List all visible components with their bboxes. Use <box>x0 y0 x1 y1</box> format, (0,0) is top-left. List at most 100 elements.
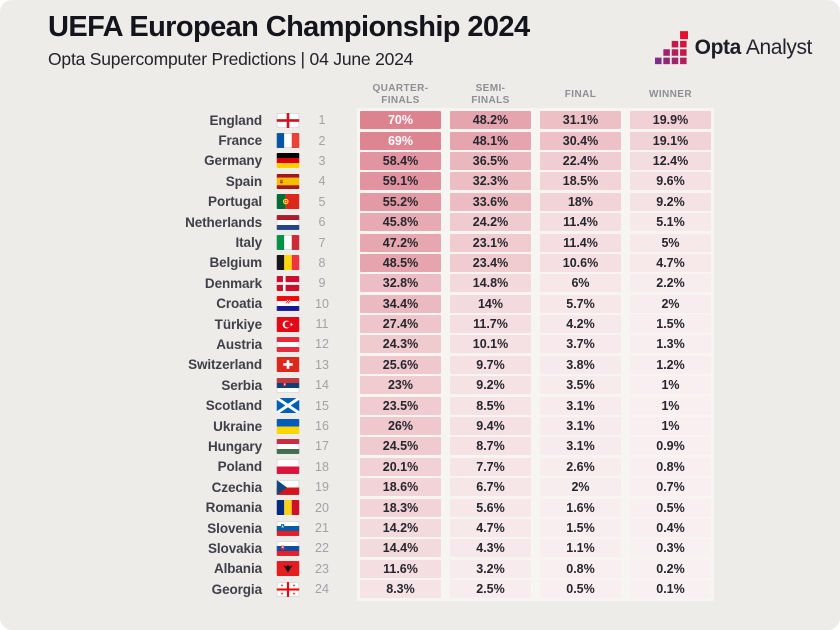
winner-cell: 0.4% <box>630 519 711 537</box>
team-rank: 22 <box>315 541 329 556</box>
semi-finals-cell: 14.8% <box>450 274 531 293</box>
quarter-finals-cell: 24.5% <box>360 437 441 456</box>
opta-analyst-logo: Opta Analyst <box>654 31 812 65</box>
quarter-finals-cell: 23% <box>360 376 441 395</box>
flag-icon-germany <box>276 153 300 169</box>
final-cell: 0.5% <box>540 580 621 599</box>
winner-cell: 0.9% <box>630 437 711 456</box>
table-row: Czechia 19 18.6% 6.7% 2% 0.7% <box>0 477 840 497</box>
page-subtitle: Opta Supercomputer Predictions | 04 June… <box>48 49 414 70</box>
table-row: Germany 3 58.4% 36.5% 22.4% 12.4% <box>0 151 840 171</box>
team-rank: 5 <box>318 194 326 209</box>
final-cell: 18% <box>540 192 621 211</box>
semi-finals-cell: 48.2% <box>450 111 531 130</box>
semi-finals-cell: 9.7% <box>450 355 531 374</box>
flag-icon-slovakia <box>276 540 300 556</box>
quarter-finals-cell: 14.2% <box>360 519 441 537</box>
semi-finals-cell: 4.7% <box>450 519 531 537</box>
final-cell: 3.1% <box>540 437 621 456</box>
team-name: Croatia <box>216 296 262 312</box>
semi-finals-cell: 6.7% <box>450 478 531 497</box>
table-row: Switzerland 13 25.6% 9.7% 3.8% 1.2% <box>0 355 840 375</box>
flag-icon-italy <box>276 235 300 251</box>
final-cell: 3.7% <box>540 335 621 354</box>
table-row: Romania 20 18.3% 5.6% 1.6% 0.5% <box>0 497 840 517</box>
flag-icon-serbia <box>276 377 300 393</box>
column-header-quarter-finals: QUARTER- FINALS <box>372 83 429 106</box>
team-name: Italy <box>235 235 262 251</box>
team-name: Hungary <box>207 438 262 454</box>
quarter-finals-cell: 48.5% <box>360 253 441 272</box>
final-cell: 5.7% <box>540 294 621 313</box>
team-name: Czechia <box>211 479 262 495</box>
winner-cell: 4.7% <box>630 253 711 272</box>
flag-icon-romania <box>276 500 300 516</box>
team-rank: 6 <box>318 215 326 230</box>
team-rank: 10 <box>315 296 329 311</box>
final-cell: 1.5% <box>540 519 621 537</box>
quarter-finals-cell: 58.4% <box>360 151 441 170</box>
table-row: Türkiye 11 27.4% 11.7% 4.2% 1.5% <box>0 314 840 334</box>
flag-icon-denmark <box>276 275 300 291</box>
final-cell: 3.5% <box>540 376 621 395</box>
winner-cell: 0.8% <box>630 457 711 476</box>
semi-finals-cell: 11.7% <box>450 315 531 334</box>
final-cell: 18.5% <box>540 172 621 191</box>
flag-icon-netherlands <box>276 214 300 230</box>
winner-cell: 5% <box>630 233 711 252</box>
winner-cell: 1.3% <box>630 335 711 354</box>
predictions-table: QUARTER- FINALS SEMI- FINALS FINAL WINNE… <box>0 82 840 602</box>
semi-finals-cell: 8.5% <box>450 396 531 415</box>
final-cell: 31.1% <box>540 111 621 130</box>
winner-cell: 1% <box>630 396 711 415</box>
final-cell: 3.1% <box>540 417 621 436</box>
column-header-winner: WINNER <box>649 89 692 100</box>
semi-finals-cell: 33.6% <box>450 192 531 211</box>
semi-finals-cell: 23.4% <box>450 253 531 272</box>
table-row: Netherlands 6 45.8% 24.2% 11.4% 5.1% <box>0 212 840 232</box>
final-cell: 6% <box>540 274 621 293</box>
team-name: Netherlands <box>185 214 262 230</box>
flag-icon-slovenia <box>276 520 300 536</box>
quarter-finals-cell: 32.8% <box>360 274 441 293</box>
logo-text-opta: Opta <box>694 36 742 59</box>
page-title: UEFA European Championship 2024 <box>48 11 530 43</box>
winner-cell: 1.2% <box>630 355 711 374</box>
winner-cell: 9.6% <box>630 172 711 191</box>
team-name: Slovenia <box>207 520 262 536</box>
column-header-final: FINAL <box>564 89 597 100</box>
team-name: England <box>209 112 262 128</box>
team-name: Denmark <box>204 275 262 291</box>
team-rank: 23 <box>315 561 329 576</box>
final-cell: 11.4% <box>540 233 621 252</box>
team-rank: 12 <box>315 337 329 352</box>
semi-finals-cell: 3.2% <box>450 559 531 578</box>
quarter-finals-cell: 69% <box>360 131 441 150</box>
team-name: Romania <box>205 500 262 516</box>
final-cell: 3.8% <box>540 355 621 374</box>
team-rank: 9 <box>318 276 326 291</box>
winner-cell: 9.2% <box>630 192 711 211</box>
quarter-finals-cell: 34.4% <box>360 294 441 313</box>
winner-cell: 19.9% <box>630 111 711 130</box>
quarter-finals-cell: 59.1% <box>360 172 441 191</box>
winner-cell: 0.2% <box>630 559 711 578</box>
flag-icon-switzerland <box>276 357 300 373</box>
final-cell: 0.8% <box>540 559 621 578</box>
semi-finals-cell: 10.1% <box>450 335 531 354</box>
column-header-semi-finals: SEMI- FINALS <box>471 83 510 106</box>
team-rank: 18 <box>315 459 329 474</box>
table-row: Scotland 15 23.5% 8.5% 3.1% 1% <box>0 395 840 415</box>
table-row: Austria 12 24.3% 10.1% 3.7% 1.3% <box>0 334 840 354</box>
quarter-finals-cell: 24.3% <box>360 335 441 354</box>
flag-icon-scotland <box>276 398 300 414</box>
winner-cell: 2% <box>630 294 711 313</box>
quarter-finals-cell: 20.1% <box>360 457 441 476</box>
team-name: Germany <box>204 153 262 169</box>
quarter-finals-cell: 47.2% <box>360 233 441 252</box>
opta-logo-icon <box>654 31 689 65</box>
winner-cell: 0.1% <box>630 580 711 599</box>
team-rank: 14 <box>315 378 329 393</box>
team-rank: 15 <box>315 398 329 413</box>
final-cell: 1.1% <box>540 539 621 558</box>
